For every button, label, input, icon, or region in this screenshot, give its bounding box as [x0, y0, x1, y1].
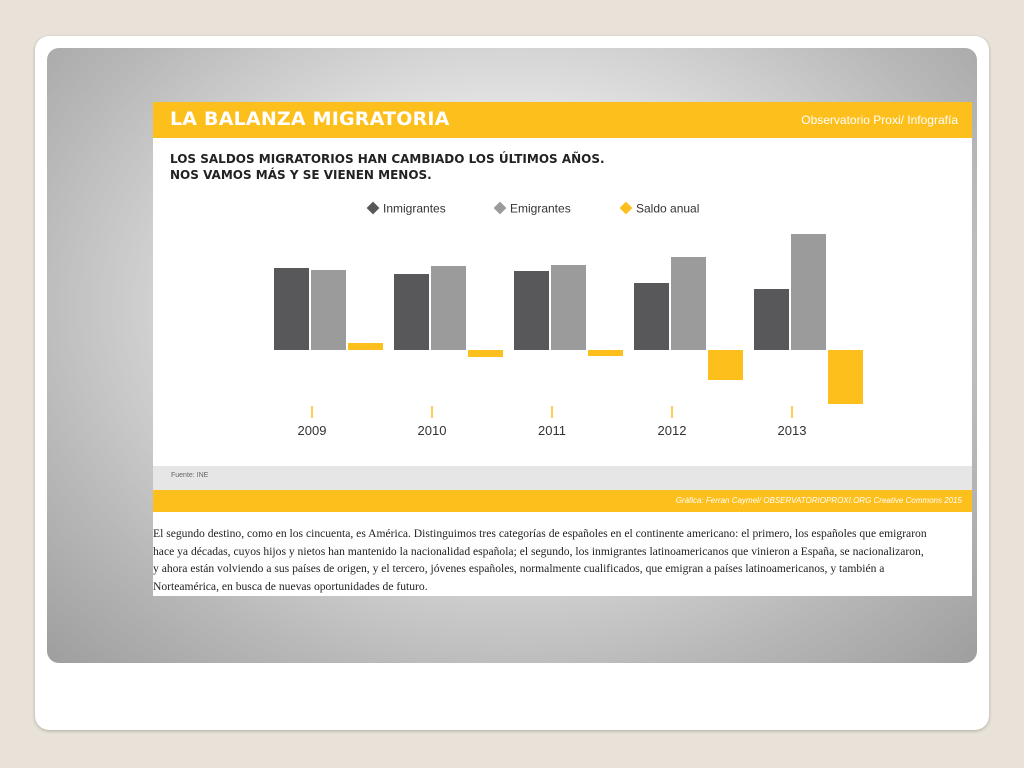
bar-saldo-anual	[468, 350, 503, 357]
bar-saldo-anual	[708, 350, 743, 380]
body-paragraph: El segundo destino, como en los cincuent…	[153, 525, 972, 595]
graphic-credit: Gráfica: Ferran Caymel/ OBSERVATORIOPROX…	[675, 496, 962, 505]
credit-bar: Gráfica: Ferran Caymel/ OBSERVATORIOPROX…	[153, 490, 972, 512]
subtitle-line-2: NOS VAMOS MÁS Y SE VIENEN MENOS.	[170, 168, 432, 182]
legend-marker	[493, 201, 507, 215]
x-axis: 2009 2010 2011 2012 2013	[298, 406, 807, 438]
legend-label: Emigrantes	[510, 202, 571, 216]
infographic: LA BALANZA MIGRATORIA Observatorio Proxi…	[153, 102, 972, 596]
bar-inmigrantes	[514, 271, 549, 350]
infographic-title: LA BALANZA MIGRATORIA	[170, 108, 450, 130]
bar-emigrantes	[791, 234, 826, 350]
title-bar: LA BALANZA MIGRATORIA Observatorio Proxi…	[153, 102, 972, 138]
source-label: Fuente: INE	[171, 472, 209, 479]
bar-inmigrantes	[634, 283, 669, 350]
legend-marker	[366, 201, 380, 215]
legend-label: Inmigrantes	[383, 202, 446, 216]
x-tick-label: 2010	[418, 423, 447, 438]
body-line: y ahora están volviendo a sus países de …	[153, 562, 885, 575]
body-line: Norteamérica, en busca de nuevas oportun…	[153, 579, 428, 593]
subtitle: LOS SALDOS MIGRATORIOS HAN CAMBIADO LOS …	[170, 151, 605, 183]
x-tick-label: 2011	[538, 423, 566, 438]
bar-emigrantes	[551, 265, 586, 350]
bar-saldo-anual	[828, 350, 863, 404]
chart-legend: Inmigrantes Emigrantes Saldo anual	[366, 201, 699, 216]
body-line: El segundo destino, como en los cincuent…	[153, 527, 927, 540]
bar-chart: Inmigrantes Emigrantes Saldo anual 2009 201…	[274, 201, 863, 438]
body-line: hace ya décadas, cuyos hijos y nietos ha…	[153, 544, 924, 558]
legend-label: Saldo anual	[636, 202, 699, 216]
bar-inmigrantes	[274, 268, 309, 350]
x-tick-label: 2012	[658, 423, 687, 438]
legend-marker	[619, 201, 633, 215]
x-tick-label: 2013	[778, 423, 807, 438]
source-strip: Fuente: INE	[153, 466, 972, 490]
bar-inmigrantes	[754, 289, 789, 350]
bar-saldo-anual	[588, 350, 623, 356]
bar-saldo-anual	[348, 343, 383, 350]
x-tick-label: 2009	[298, 423, 327, 438]
subtitle-line-1: LOS SALDOS MIGRATORIOS HAN CAMBIADO LOS …	[170, 152, 605, 166]
header-credit: Observatorio Proxi/ Infografía	[801, 113, 958, 127]
bar-emigrantes	[671, 257, 706, 350]
bar-inmigrantes	[394, 274, 429, 350]
chart-bars	[274, 234, 863, 404]
bar-emigrantes	[431, 266, 466, 350]
bar-emigrantes	[311, 270, 346, 350]
